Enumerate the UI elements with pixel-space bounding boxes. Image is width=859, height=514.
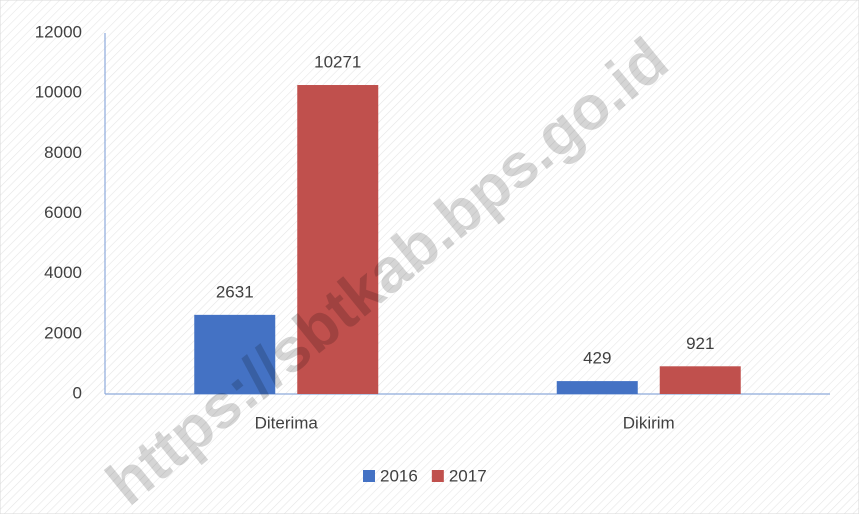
legend-label: 2016 bbox=[380, 466, 418, 485]
y-tick-label: 6000 bbox=[44, 203, 82, 222]
y-tick-label: 12000 bbox=[35, 22, 82, 41]
y-tick-label: 0 bbox=[73, 383, 82, 402]
legend-swatch bbox=[431, 470, 444, 482]
legend-swatch bbox=[363, 470, 375, 482]
y-tick-label: 10000 bbox=[35, 83, 82, 102]
bar bbox=[659, 366, 741, 394]
y-tick-label: 2000 bbox=[44, 323, 82, 342]
data-label: 429 bbox=[583, 349, 611, 368]
bar bbox=[297, 85, 379, 394]
x-tick-label: Diterima bbox=[255, 413, 319, 432]
y-tick-label: 4000 bbox=[44, 263, 82, 282]
data-label: 10271 bbox=[314, 52, 361, 71]
legend-label: 2017 bbox=[449, 466, 487, 485]
x-tick-label: Dikirim bbox=[623, 413, 675, 432]
data-label: 921 bbox=[686, 334, 714, 353]
data-label: 2631 bbox=[216, 282, 254, 301]
bar bbox=[194, 314, 276, 394]
bar bbox=[556, 381, 638, 394]
y-tick-label: 8000 bbox=[44, 143, 82, 162]
